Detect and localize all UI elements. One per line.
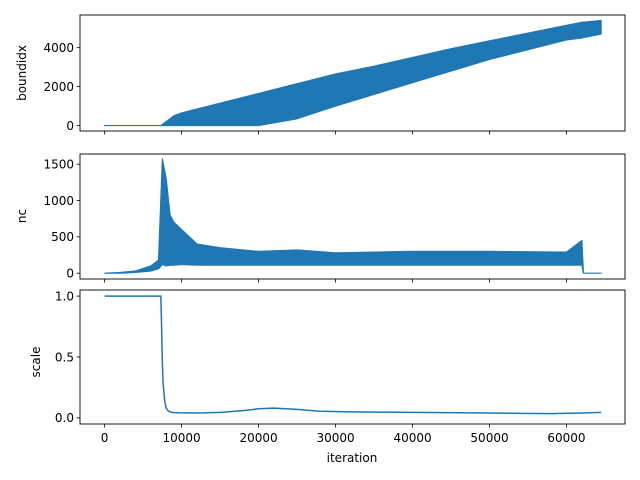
xtick-label-scale: 10000 — [163, 431, 201, 445]
ytick-label-boundidx: 4000 — [43, 41, 74, 55]
ytick-label-scale: 0.5 — [55, 350, 74, 364]
xtick-label-scale: 0 — [101, 431, 109, 445]
plot-group-boundidx — [104, 19, 602, 127]
xlabel-iteration: iteration — [327, 451, 378, 465]
ytick-label-nc: 1500 — [43, 157, 74, 171]
ytick-label-boundidx: 2000 — [43, 80, 74, 94]
yticks-nc: 0 500 1000 1500 — [43, 157, 80, 280]
plot-group-nc — [104, 158, 602, 274]
ytick-label-scale: 1.0 — [55, 289, 74, 303]
ytick-label-scale: 0.0 — [55, 411, 74, 425]
xtick-label-scale: 40000 — [393, 431, 431, 445]
series-line-scale — [104, 295, 602, 415]
ylabel-scale: scale — [29, 347, 43, 378]
series-band-boundidx — [104, 19, 602, 127]
plot-frame-boundidx — [79, 14, 626, 132]
plot-group-scale — [104, 295, 602, 415]
panel-scale: 0.0 0.5 1.0 0 10000 20000 30000 40000 50000 6000… — [29, 289, 626, 465]
series-band-nc — [104, 158, 602, 274]
xtick-label-scale: 60000 — [547, 431, 585, 445]
xticks-nc — [104, 279, 567, 283]
ytick-label-nc: 500 — [51, 230, 74, 244]
ytick-label-nc: 1000 — [43, 194, 74, 208]
ytick-label-nc: 0 — [66, 266, 74, 280]
xtick-label-scale: 20000 — [239, 431, 277, 445]
xticks-boundidx — [104, 131, 567, 135]
panel-boundidx: 0 2000 4000 boundidx — [15, 14, 626, 135]
ytick-label-boundidx: 0 — [66, 119, 74, 133]
xticks-scale: 0 10000 20000 30000 40000 50000 60000 — [101, 424, 586, 445]
xtick-label-scale: 30000 — [316, 431, 354, 445]
yticks-scale: 0.0 0.5 1.0 — [55, 289, 80, 425]
yticks-boundidx: 0 2000 4000 — [43, 41, 80, 133]
panel-nc: 0 500 1000 1500 nc — [15, 153, 626, 283]
xtick-label-scale: 50000 — [470, 431, 508, 445]
ylabel-boundidx: boundidx — [15, 45, 29, 101]
plot-frame-nc — [79, 153, 626, 280]
ylabel-nc: nc — [15, 209, 29, 223]
